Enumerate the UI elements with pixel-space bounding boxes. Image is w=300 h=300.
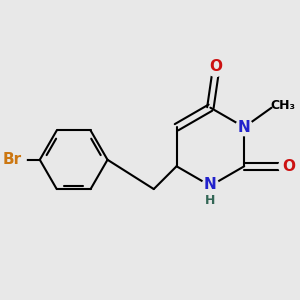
Circle shape — [279, 157, 297, 176]
Text: N: N — [204, 177, 217, 192]
Circle shape — [236, 119, 253, 136]
Text: CH₃: CH₃ — [271, 99, 296, 112]
Text: O: O — [209, 59, 222, 74]
Circle shape — [0, 146, 26, 174]
Text: N: N — [238, 120, 250, 135]
Text: O: O — [282, 159, 295, 174]
Circle shape — [202, 177, 219, 194]
Text: H: H — [205, 194, 216, 207]
Text: Br: Br — [3, 152, 22, 167]
Circle shape — [206, 58, 225, 76]
